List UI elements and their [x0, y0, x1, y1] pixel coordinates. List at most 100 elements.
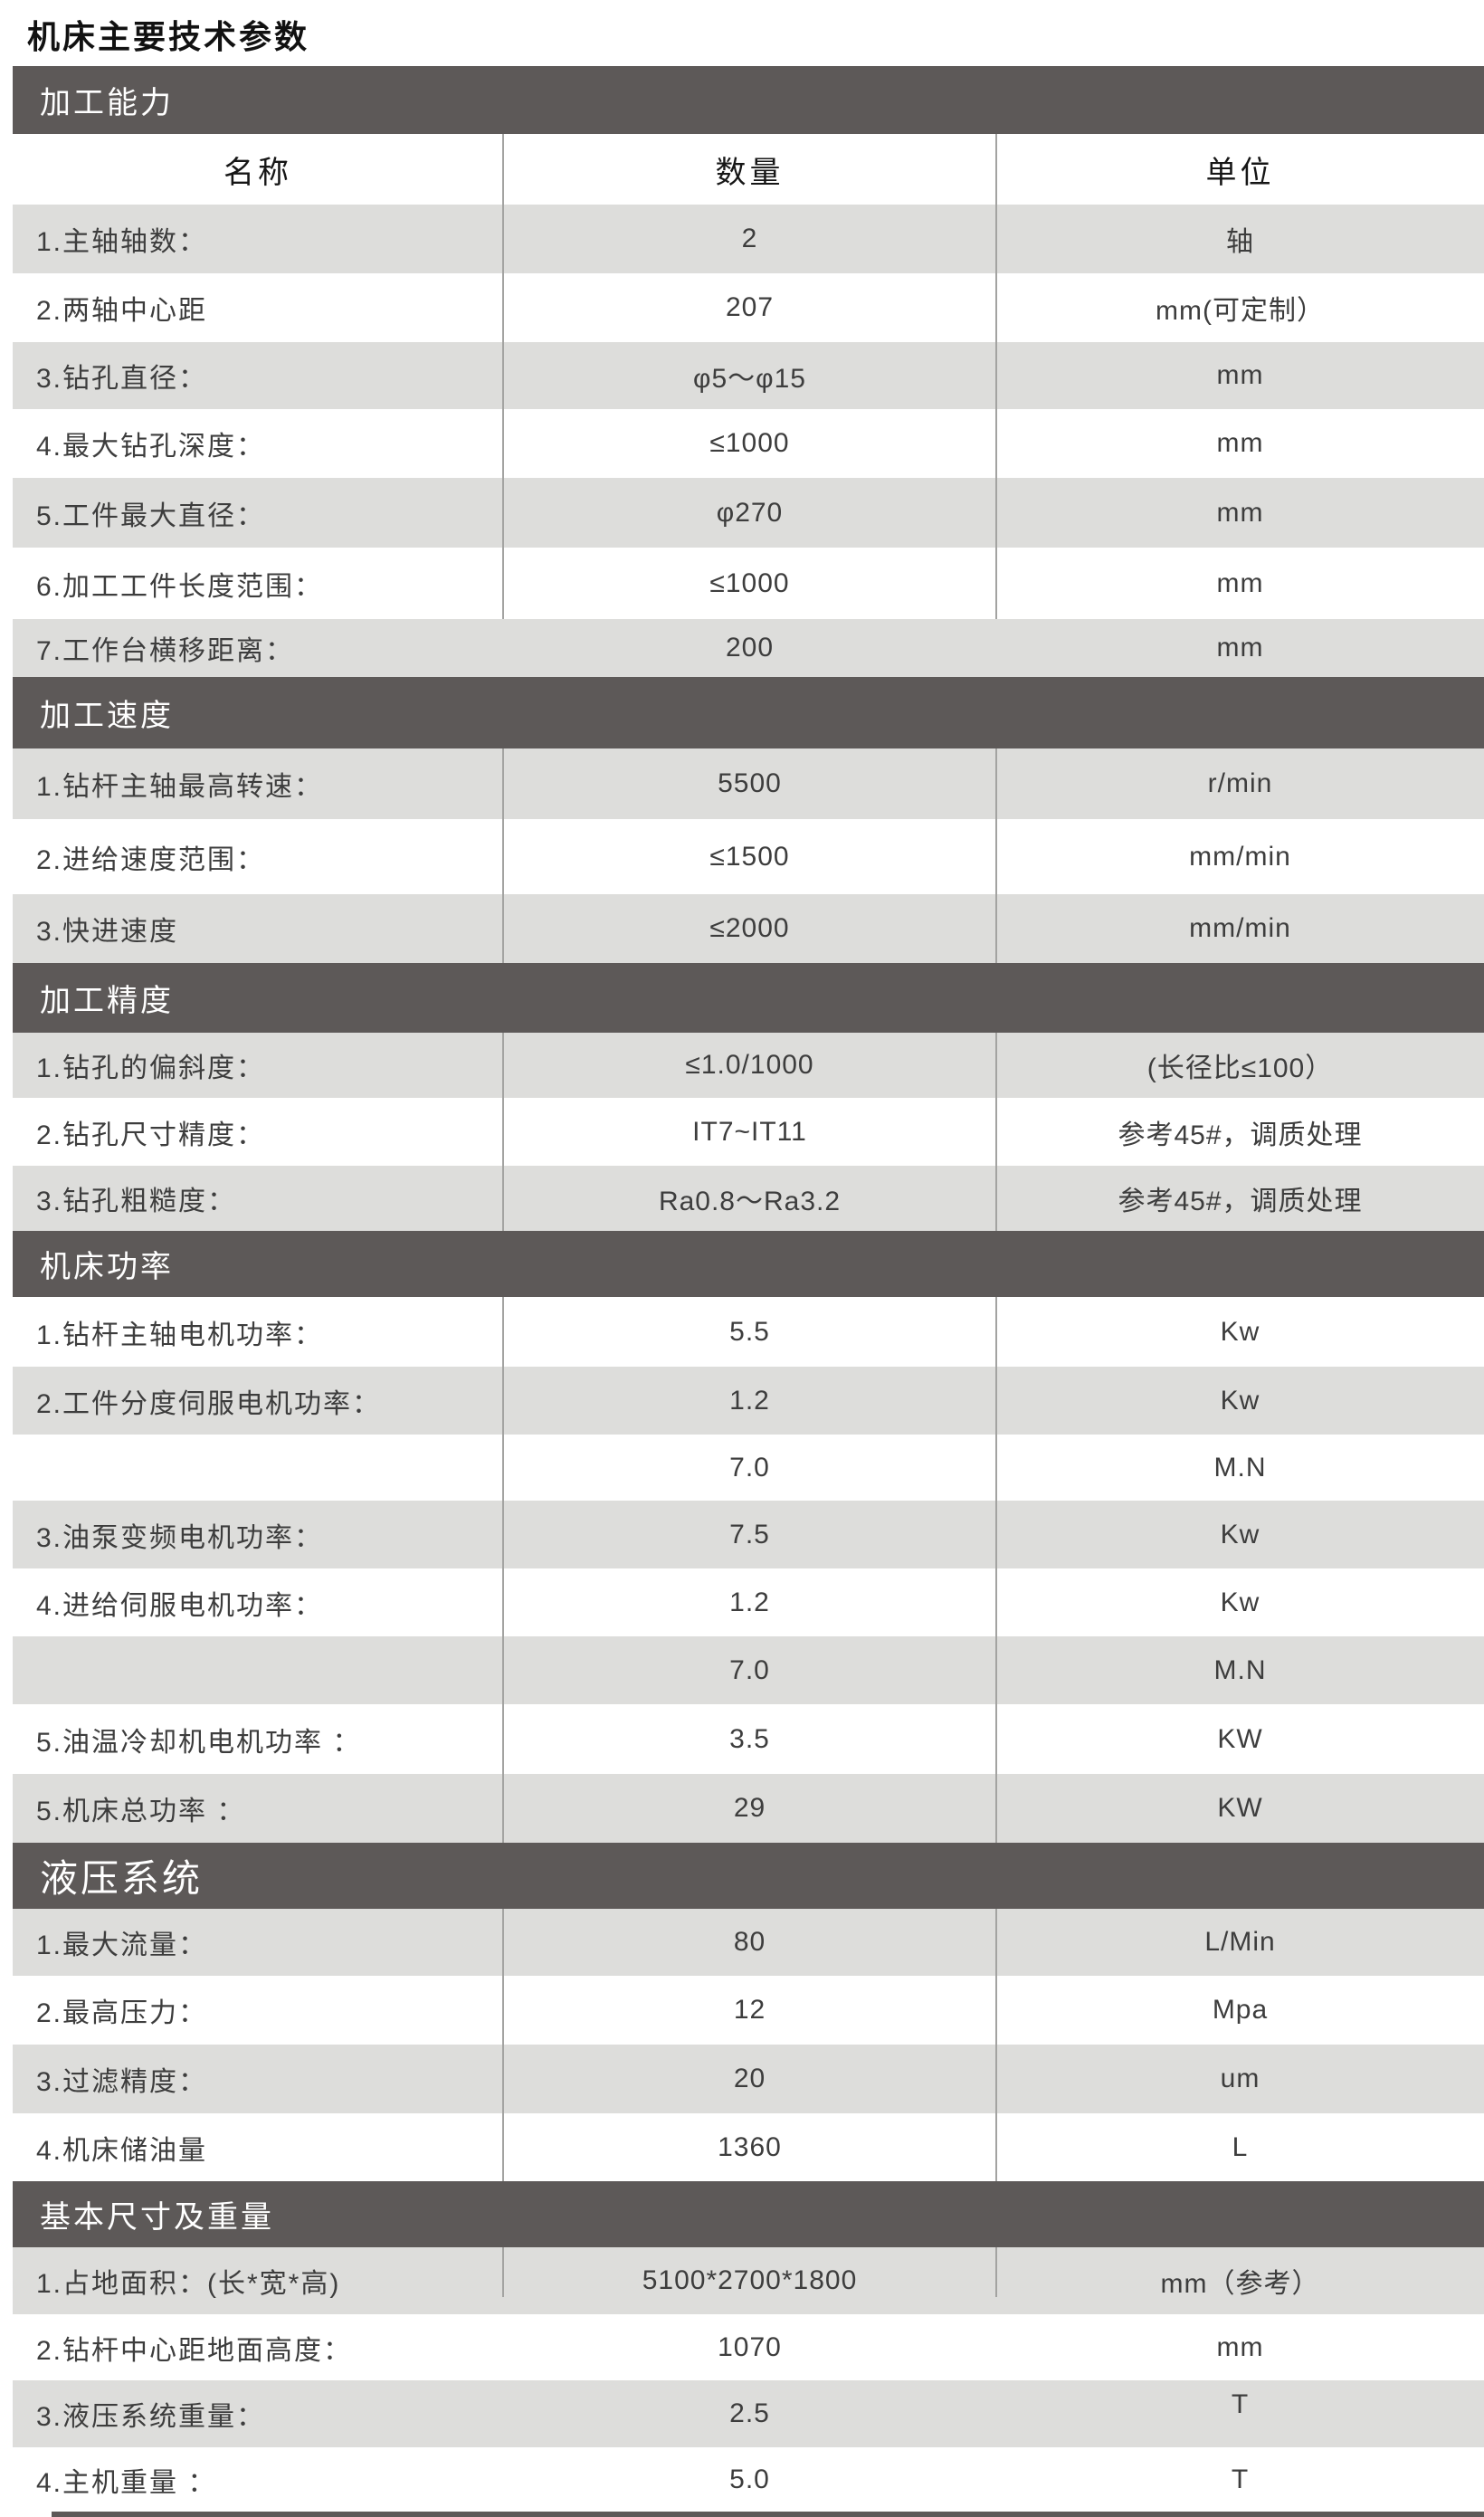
spec-value: 5500 — [718, 768, 782, 798]
table-row: 1.钻孔的偏斜度： ≤1.0/1000 (长径比≤100） — [13, 1033, 1484, 1098]
table-row: 1.钻杆主轴最高转速： 5500 r/min — [13, 748, 1484, 819]
table-row: 3.钻孔粗糙度： Ra0.8～Ra3.2 参考45#，调质处理 — [13, 1166, 1484, 1231]
spec-unit: 参考45#，调质处理 — [1118, 1120, 1363, 1150]
spec-unit: L/Min — [1204, 1927, 1276, 1957]
column-divider-line — [995, 2045, 997, 2113]
column-divider-line — [502, 1774, 504, 1843]
title-area: 机床主要技术参数 — [0, 0, 1484, 66]
spec-label: 3.钻孔直径： — [36, 364, 208, 394]
column-divider-line — [995, 1501, 997, 1568]
section-band-2: 加工精度 — [13, 963, 1484, 1033]
spec-label — [13, 1636, 503, 1704]
spec-label: 3.过滤精度： — [36, 2067, 208, 2097]
column-divider-line — [502, 478, 504, 548]
spec-label: 1.钻孔的偏斜度： — [36, 1054, 266, 1083]
column-divider-line — [502, 1098, 504, 1166]
table-row: 1.钻杆主轴电机功率： 5.5 Kw — [13, 1297, 1484, 1367]
spec-unit: mm — [1216, 633, 1264, 663]
column-divider-line — [502, 1636, 504, 1704]
column-divider-line — [995, 548, 997, 619]
spec-unit: mm（参考） — [1160, 2269, 1320, 2299]
spec-value: 2 — [741, 224, 758, 253]
spec-value: 12 — [733, 1995, 766, 2025]
spec-value: 3.5 — [729, 1723, 770, 1754]
column-divider-line — [995, 134, 997, 205]
column-divider-line — [995, 2247, 997, 2297]
header-col-quantity: 数量 — [715, 155, 785, 190]
spec-value: 207 — [725, 292, 775, 322]
table-row: 2.进给速度范围： ≤1500 mm/min — [13, 819, 1484, 894]
spec-unit: r/min — [1207, 768, 1273, 798]
spec-unit: Kw — [1220, 1519, 1260, 1549]
column-divider-line — [995, 1976, 997, 2045]
spec-unit: KW — [1217, 1793, 1263, 1823]
section-band-5: 基本尺寸及重量 — [13, 2181, 1484, 2247]
spec-label: 4.主机重量 ： — [36, 2467, 217, 2498]
spec-value: ≤1000 — [709, 567, 790, 598]
spec-value: 7.0 — [729, 1654, 770, 1685]
column-divider-line — [502, 819, 504, 894]
spec-label: 2.钻孔尺寸精度： — [36, 1120, 266, 1150]
section-band-4: 液压系统 — [13, 1843, 1484, 1909]
spec-label: 2.进给速度范围： — [36, 844, 266, 875]
column-divider-line — [995, 273, 997, 342]
spec-label: 2.两轴中心距 — [36, 296, 208, 326]
table-row: 4.进给伺服电机功率： 1.2 Kw — [13, 1568, 1484, 1636]
spec-value: ≤1500 — [709, 841, 790, 872]
column-divider-line — [995, 1098, 997, 1166]
column-divider-line — [995, 1367, 997, 1435]
column-divider-line — [502, 1033, 504, 1098]
spec-unit: mm — [1216, 2331, 1264, 2362]
column-divider-line — [995, 205, 997, 273]
spec-label: 1.主轴轴数： — [36, 227, 208, 257]
spec-label: 3.液压系统重量： — [36, 2402, 266, 2432]
spec-label: 3.钻孔粗糙度： — [36, 1187, 237, 1216]
spec-label: 5.机床总功率 ： — [36, 1797, 246, 1826]
header-col-name: 名称 — [224, 155, 292, 190]
section-band-title: 机床功率 — [40, 1250, 174, 1284]
section-band-title: 加工精度 — [40, 984, 174, 1018]
spec-value: Ra0.8～Ra3.2 — [658, 1187, 842, 1216]
column-divider-line — [502, 1166, 504, 1231]
column-divider-line — [502, 273, 504, 342]
column-divider-line — [502, 1367, 504, 1435]
section-band-0: 加工能力 — [13, 66, 1484, 134]
column-divider-line — [995, 1435, 997, 1501]
table-row: 5.机床总功率 ： 29 KW — [13, 1774, 1484, 1843]
spec-unit: Kw — [1220, 1385, 1260, 1416]
column-divider-line — [502, 2113, 504, 2181]
table-row: 3.油泵变频电机功率： 7.5 Kw — [13, 1501, 1484, 1568]
spec-unit: mm — [1216, 567, 1264, 598]
column-divider-line — [502, 342, 504, 409]
spec-label: 5.工件最大直径： — [36, 501, 266, 531]
table-row: 6.加工工件长度范围： ≤1000 mm — [13, 548, 1484, 619]
table-row: 3.液压系统重量： 2.5 T — [13, 2380, 1484, 2447]
spec-label: 2.钻杆中心距地面高度： — [36, 2335, 353, 2366]
column-divider-line — [995, 1774, 997, 1843]
spec-unit: (长径比≤100） — [1146, 1054, 1334, 1083]
spec-unit: mm — [1216, 360, 1264, 390]
spec-label: 3.快进速度 — [36, 917, 179, 947]
section-band-1: 加工速度 — [13, 677, 1484, 748]
column-divider-line — [995, 1166, 997, 1231]
column-divider-line — [502, 134, 504, 205]
spec-value: 200 — [725, 633, 775, 663]
spec-unit: mm — [1216, 497, 1264, 528]
column-divider-line — [502, 2247, 504, 2297]
spec-unit: T — [1231, 2464, 1250, 2494]
table-row: 5.油温冷却机电机功率 ： 3.5 KW — [13, 1704, 1484, 1774]
spec-unit: Kw — [1220, 1587, 1260, 1617]
spec-table: 加工能力 名称 数量 单位 1.主轴轴数： 2 轴 2.两轴中心距 207 mm(可定制） 3.钻孔… — [13, 66, 1484, 2512]
table-row: 3.快进速度 ≤2000 mm/min — [13, 894, 1484, 963]
spec-value: 5.0 — [729, 2464, 770, 2494]
spec-label — [13, 1435, 503, 1501]
column-divider-line — [502, 548, 504, 619]
page-title: 机床主要技术参数 — [27, 18, 310, 55]
spec-unit: KW — [1217, 1723, 1263, 1754]
column-divider-line — [995, 478, 997, 548]
column-divider-line — [995, 409, 997, 478]
spec-label: 6.加工工件长度范围： — [36, 571, 324, 602]
spec-label: 7.工作台横移距离： — [36, 636, 295, 666]
table-row: 2.工件分度伺服电机功率： 1.2 Kw — [13, 1367, 1484, 1435]
column-divider-line — [995, 819, 997, 894]
